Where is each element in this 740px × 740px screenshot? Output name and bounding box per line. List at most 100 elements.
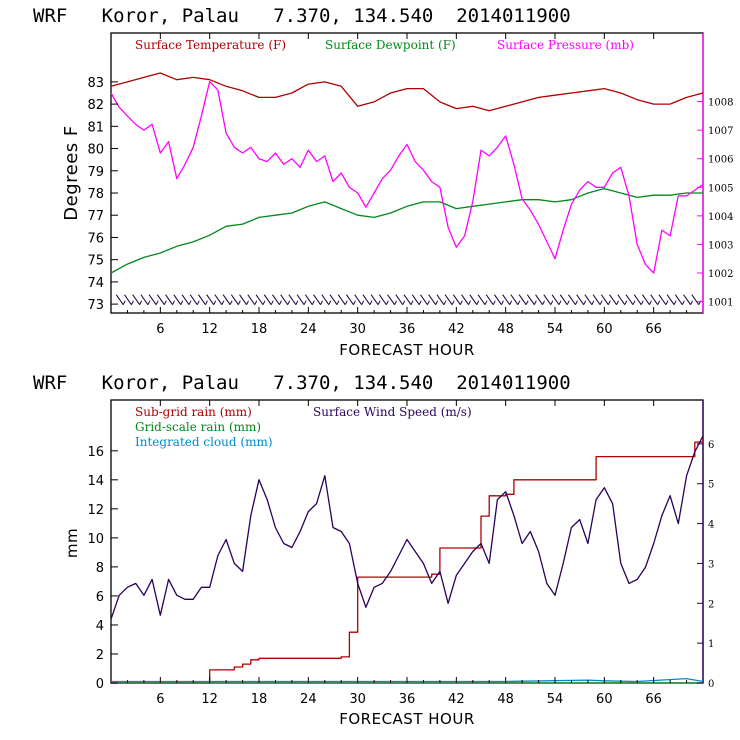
top-y-tick-label: 74 [87, 276, 104, 291]
wind-barb [387, 294, 395, 305]
wind-barb [535, 294, 543, 305]
bottom-y2-tick-label: 3 [708, 559, 714, 570]
wind-barb [181, 294, 190, 305]
top-x-axis-label: FORECAST HOUR [339, 341, 475, 359]
wind-barb [255, 294, 264, 305]
top-y-tick-label: 78 [87, 187, 104, 202]
top-series-lines [110, 72, 704, 274]
wind-barb-flag [632, 300, 636, 305]
legend-surface-dewpoint: Surface Dewpoint (F) [325, 38, 456, 52]
wind-barb-flag [484, 300, 488, 305]
bottom-y-tick-label: 4 [96, 619, 104, 634]
top-y2-tick-label: 1004 [708, 212, 733, 223]
top-y2-tick-label: 1005 [708, 183, 733, 194]
top-x-tick-label: 6 [156, 322, 164, 337]
wind-barb-flag [426, 300, 430, 305]
wind-barb-flag [196, 300, 200, 305]
wind-barb [198, 294, 206, 305]
wind-barb-flag [311, 300, 315, 305]
wind-barb [272, 294, 280, 305]
top-x-tick-label: 48 [497, 322, 514, 337]
bottom-y2-tick-label: 5 [708, 480, 714, 491]
wind-barb-flag [287, 300, 291, 305]
wind-barb [239, 294, 247, 305]
wind-barb [666, 294, 675, 305]
wind-barb [609, 294, 617, 305]
bottom-y-tick-label: 8 [96, 561, 104, 576]
wind-barb [140, 294, 149, 305]
bottom-x-tick-label: 66 [645, 692, 662, 707]
wind-barb-flag [336, 300, 340, 305]
bottom-y-axis-label: mm [63, 528, 81, 558]
bottom-y-tick-label: 2 [96, 648, 104, 663]
top-y-tick-label: 77 [87, 209, 104, 224]
wind-barb-flag [558, 300, 562, 305]
bottom-x-tick-label: 6 [156, 692, 164, 707]
wind-barb [411, 294, 420, 305]
temperature-pressure-panel: 6 12 18 24 30 36 42 48 54 60 66 73 74 75 76 77 78 79 80 81 8… [61, 32, 733, 359]
wind-barb [346, 294, 354, 305]
wind-barb-flag [583, 300, 587, 305]
top-y-tick-label: 81 [87, 120, 104, 135]
bottom-chart-title: WRF Koror, Palau 7.370, 134.540 20140119… [33, 372, 571, 394]
legend-surface-pressure: Surface Pressure (mb) [497, 38, 634, 52]
wind-barb [403, 294, 412, 305]
wind-barb-flag [130, 300, 134, 305]
wind-barb [436, 294, 445, 305]
wind-barb [214, 294, 223, 305]
wind-barb-flag [246, 300, 250, 305]
wind-barb [156, 294, 165, 305]
bottom-x-tick-label: 24 [300, 692, 317, 707]
bottom-x-tick-label: 36 [399, 692, 416, 707]
top-x-tick-label: 12 [201, 322, 218, 337]
wind-barb [477, 294, 486, 305]
wind-barb-flag [320, 300, 324, 305]
bottom-y2-tick-label: 4 [708, 520, 714, 531]
top-x-tick-label: 30 [349, 322, 366, 337]
wind-barb [263, 294, 272, 305]
wind-barb-flag [624, 300, 628, 305]
wind-barb [600, 294, 609, 305]
series-line-surface-temperature [110, 72, 704, 112]
wind-barb [485, 294, 494, 305]
wind-barb [518, 294, 527, 305]
series-line-surface-wind-speed [110, 435, 704, 620]
wind-barb [559, 294, 568, 305]
bottom-y-tick-label: 16 [87, 445, 104, 460]
wind-barbs [115, 294, 702, 305]
wind-barb-flag [492, 300, 496, 305]
top-y2-tick-label: 1001 [708, 298, 733, 309]
bottom-x-tick-label: 54 [547, 692, 564, 707]
wind-barb [329, 294, 338, 305]
wind-barb [584, 294, 593, 305]
wind-barb [321, 294, 330, 305]
wind-barb-flag [204, 300, 208, 305]
legend-surface-temperature: Surface Temperature (F) [135, 38, 286, 52]
wind-barb-flag [500, 300, 504, 305]
wind-barb [658, 294, 667, 305]
wind-barb [502, 294, 511, 305]
bottom-y-tick-label: 0 [96, 677, 104, 692]
wind-barb-flag [418, 300, 422, 305]
wind-barb [526, 294, 535, 305]
wind-barb [189, 294, 198, 305]
wind-barb [617, 294, 626, 305]
wind-barb-flag [122, 300, 126, 305]
top-chart-title: WRF Koror, Palau 7.370, 134.540 20140119… [33, 5, 571, 27]
wind-barb-flag [533, 300, 537, 305]
wind-barb-flag [435, 300, 439, 305]
bottom-y-tick-label: 14 [87, 474, 104, 489]
top-y2-tick-label: 1006 [708, 155, 733, 166]
wind-barb [115, 294, 124, 305]
wind-barb [461, 294, 469, 305]
wind-barb [543, 294, 552, 305]
bottom-series-lines [110, 435, 704, 684]
wind-barb [354, 294, 363, 305]
series-line-surface-pressure [110, 80, 704, 274]
wind-barb [420, 294, 428, 305]
wind-barb-flag [147, 300, 151, 305]
wind-barb-flag [648, 300, 652, 305]
wind-barb [288, 294, 297, 305]
top-plot-frame [110, 32, 704, 314]
wind-barb-flag [459, 300, 463, 305]
